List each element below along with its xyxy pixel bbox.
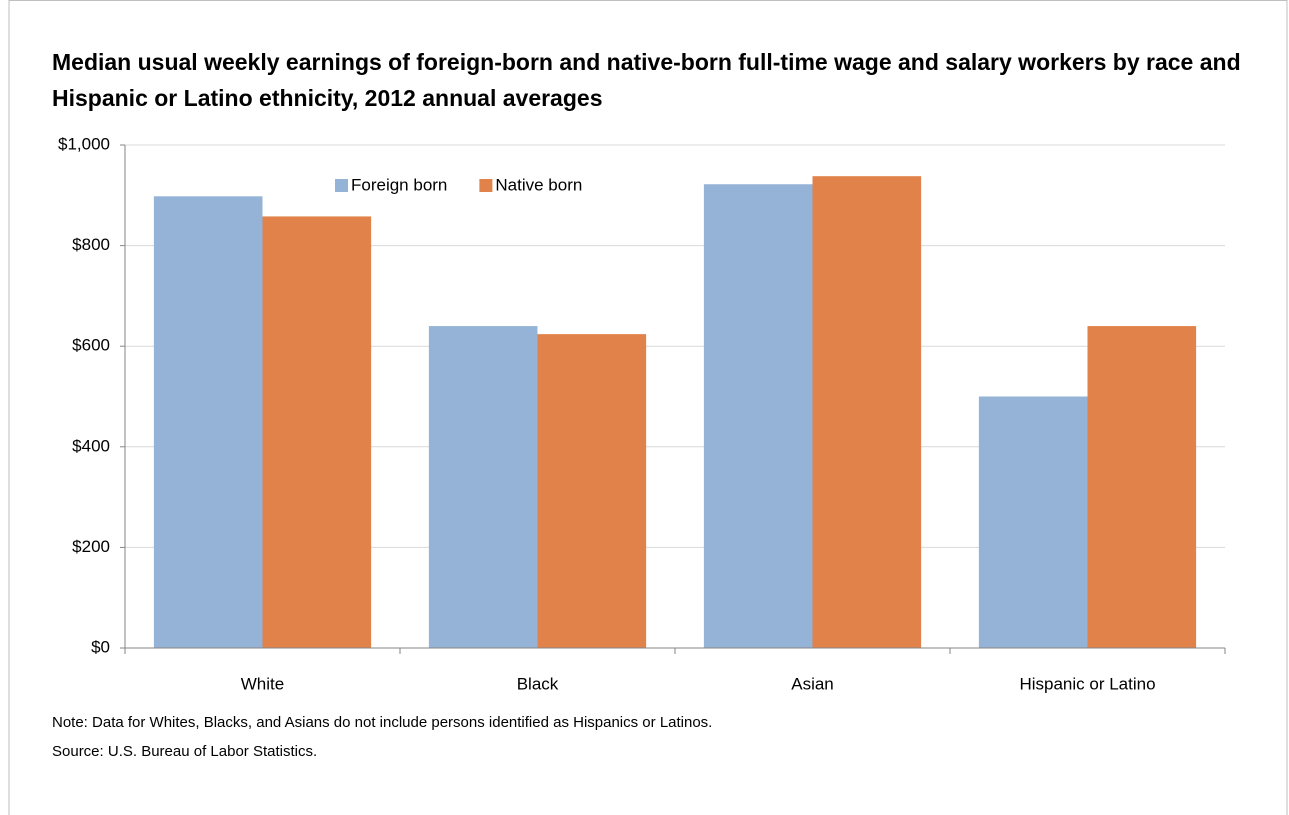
legend-swatch (479, 179, 493, 192)
bar (428, 326, 538, 648)
legend-label: Native born (495, 175, 582, 194)
y-tick-label: $0 (91, 637, 110, 656)
x-tick-label: White (241, 674, 284, 693)
source: Source: U.S. Bureau of Labor Statistics. (52, 743, 317, 760)
bar (153, 196, 263, 648)
bar (1087, 326, 1197, 648)
y-tick-label: $600 (72, 336, 110, 355)
y-tick-label: $200 (72, 537, 110, 556)
y-tick-label: $400 (72, 436, 110, 455)
x-tick-label: Black (517, 674, 559, 693)
bar (978, 396, 1088, 648)
bar (262, 216, 372, 648)
note: Note: Data for Whites, Blacks, and Asian… (52, 714, 712, 731)
y-tick-label: $1,000 (58, 134, 110, 153)
chart-title: Median usual weekly earnings of foreign-… (52, 49, 1241, 111)
frame (8, 0, 1288, 815)
y-tick-label: $800 (72, 235, 110, 254)
bar (537, 334, 647, 648)
bar (812, 176, 922, 648)
x-tick-label: Asian (791, 674, 834, 693)
bar (703, 184, 813, 648)
legend-label: Foreign born (351, 175, 447, 194)
legend-swatch (335, 179, 348, 192)
x-tick-label: Hispanic or Latino (1019, 674, 1155, 693)
